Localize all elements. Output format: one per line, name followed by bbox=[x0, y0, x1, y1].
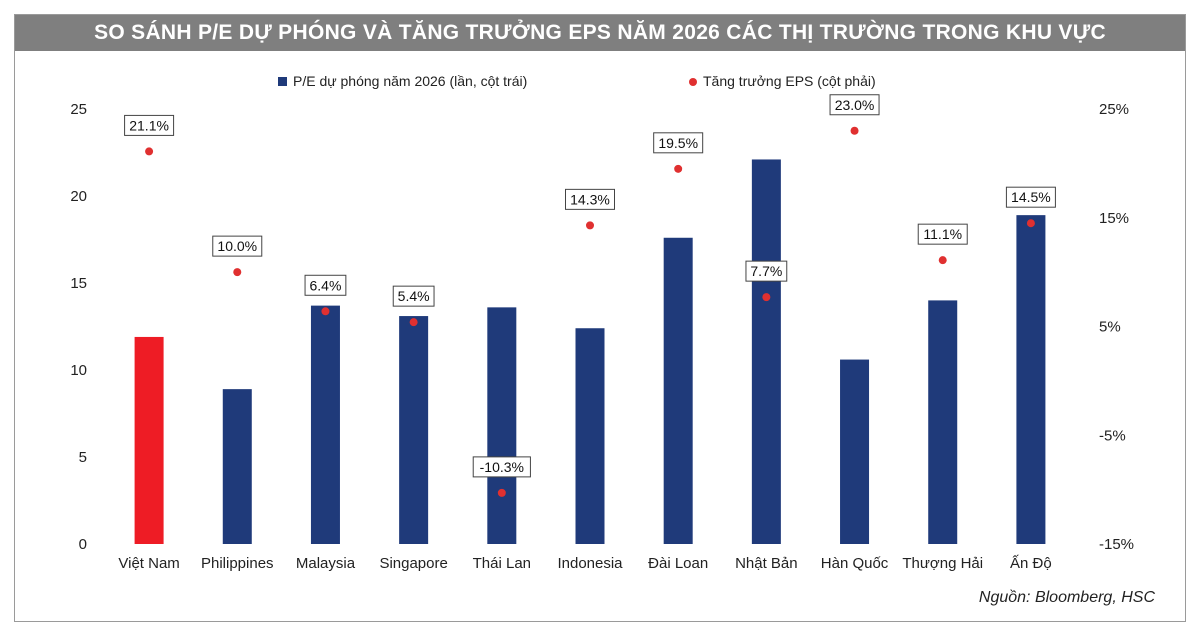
x-tick-label: Thái Lan bbox=[473, 555, 531, 572]
data-label: 11.1% bbox=[923, 226, 962, 242]
eps-point bbox=[409, 318, 418, 327]
bar-đài-loan bbox=[663, 237, 693, 544]
data-label-box bbox=[745, 260, 788, 282]
bar-malaysia bbox=[310, 305, 340, 544]
chart-svg: 0 5 10 15 20 25 -15% -5% 5% 15% 25% Việt Nam Philipp… bbox=[70, 73, 1134, 572]
bar-indonesia bbox=[575, 328, 605, 544]
data-label: 23.0% bbox=[835, 97, 875, 113]
eps-point bbox=[850, 126, 859, 135]
data-label: 14.3% bbox=[570, 191, 610, 207]
y-left-tick-label: 5 bbox=[79, 449, 87, 466]
bar-nhật-bản bbox=[751, 159, 781, 544]
bar-hàn-quốc bbox=[840, 359, 870, 544]
eps-point bbox=[674, 164, 683, 173]
bar-philippines bbox=[222, 389, 252, 544]
data-label-box bbox=[304, 274, 347, 296]
x-tick-label: Indonesia bbox=[557, 555, 623, 572]
x-tick-label: Philippines bbox=[201, 555, 274, 572]
chart-title: SO SÁNH P/E DỰ PHÓNG VÀ TĂNG TRƯỞNG EPS … bbox=[15, 15, 1185, 51]
legend-label-pe: P/E dự phóng năm 2026 (lần, cột trái) bbox=[293, 73, 527, 89]
eps-point bbox=[145, 147, 154, 156]
source-note: Nguồn: Bloomberg, HSC bbox=[978, 589, 1155, 606]
data-label: 19.5% bbox=[658, 135, 698, 151]
legend-swatch-bar bbox=[278, 77, 287, 86]
data-label-box bbox=[565, 188, 615, 210]
y-right-tick-label: -15% bbox=[1099, 536, 1134, 553]
y-left-tick-label: 0 bbox=[79, 536, 87, 553]
eps-point bbox=[762, 293, 771, 302]
x-tick-label: Ấn Độ bbox=[1010, 555, 1052, 572]
bar-thượng-hải bbox=[928, 300, 958, 544]
data-label-box bbox=[124, 114, 175, 136]
x-tick-label: Hàn Quốc bbox=[821, 555, 889, 572]
data-label: 14.5% bbox=[1011, 189, 1051, 205]
y-right-tick-label: 5% bbox=[1099, 319, 1121, 336]
y-right-tick-label: -5% bbox=[1099, 427, 1126, 444]
eps-point bbox=[321, 307, 330, 316]
bar-thái-lan bbox=[487, 307, 517, 544]
legend-swatch-dot bbox=[689, 78, 697, 86]
data-label-box bbox=[829, 94, 880, 116]
eps-point bbox=[497, 488, 506, 497]
data-label-box bbox=[653, 132, 704, 154]
eps-point bbox=[938, 256, 947, 265]
y-left-tick-label: 25 bbox=[70, 101, 87, 118]
eps-point bbox=[233, 268, 242, 277]
data-label: 7.7% bbox=[750, 263, 782, 279]
data-label: -10.3% bbox=[480, 459, 524, 475]
legend-label-eps: Tăng trưởng EPS (cột phải) bbox=[703, 73, 876, 89]
data-label-box bbox=[472, 456, 531, 478]
y-right-tick-label: 15% bbox=[1099, 210, 1129, 227]
bar-singapore bbox=[399, 316, 429, 544]
bar-ấn-độ bbox=[1016, 215, 1046, 544]
x-tick-label: Malaysia bbox=[296, 555, 356, 572]
y-left-tick-label: 10 bbox=[70, 362, 87, 379]
chart-frame: SO SÁNH P/E DỰ PHÓNG VÀ TĂNG TRƯỞNG EPS … bbox=[14, 14, 1186, 622]
bar-việt-nam bbox=[134, 336, 164, 544]
x-tick-label: Nhật Bản bbox=[735, 555, 798, 572]
data-label: 6.4% bbox=[309, 277, 341, 293]
x-tick-label: Đài Loan bbox=[648, 555, 708, 572]
y-left-tick-label: 20 bbox=[70, 188, 87, 205]
data-label: 21.1% bbox=[129, 117, 169, 133]
eps-point bbox=[1026, 219, 1035, 228]
x-tick-label: Singapore bbox=[379, 555, 447, 572]
data-label-box bbox=[212, 235, 263, 257]
data-label: 10.0% bbox=[217, 238, 257, 254]
y-right-tick-label: 25% bbox=[1099, 101, 1129, 118]
eps-point bbox=[586, 221, 594, 230]
x-tick-label: Thượng Hải bbox=[902, 555, 983, 572]
data-label-box bbox=[917, 223, 968, 245]
data-label-box bbox=[1005, 186, 1056, 208]
y-left-tick-label: 15 bbox=[70, 275, 87, 292]
data-label-box bbox=[392, 285, 435, 307]
data-label: 5.4% bbox=[398, 288, 430, 304]
x-tick-label: Việt Nam bbox=[118, 555, 179, 572]
